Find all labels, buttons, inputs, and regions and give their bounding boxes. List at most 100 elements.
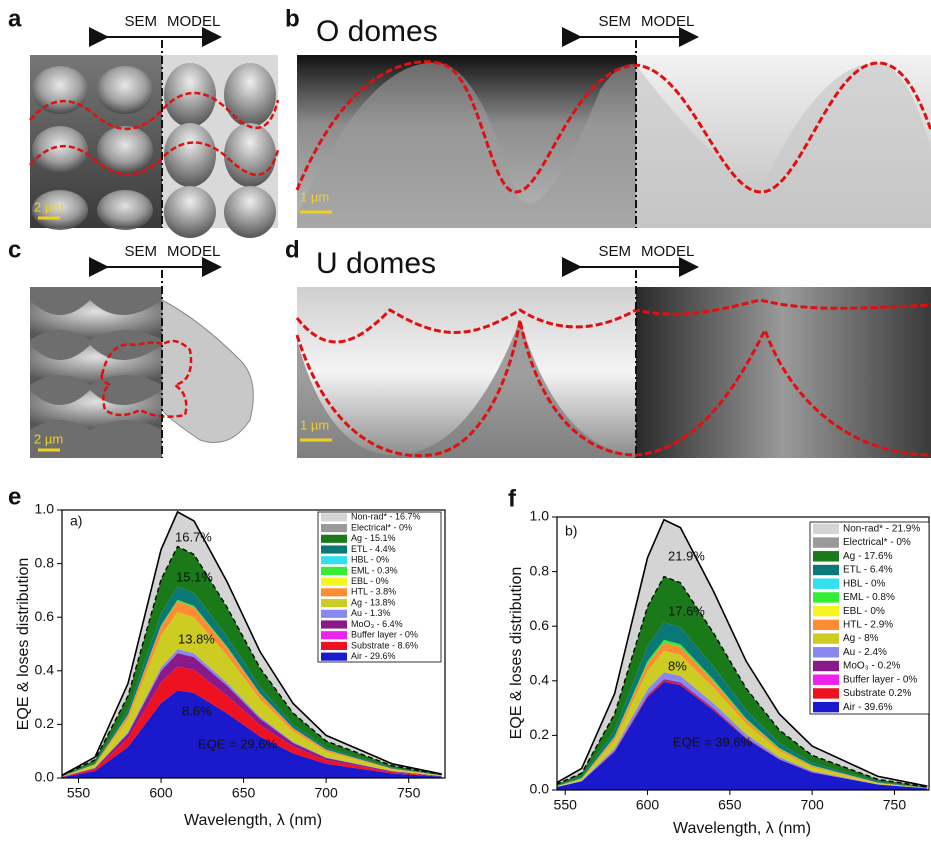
legend-swatch: [321, 631, 347, 639]
legend-label: ETL - 4.4%: [351, 544, 396, 554]
legend-label: Buffer layer - 0%: [843, 674, 917, 685]
legend-label: Au - 2.4%: [843, 647, 887, 658]
legend-label: Non-rad* - 16.7%: [351, 512, 421, 522]
legend-swatch: [321, 588, 347, 596]
legend-swatch: [321, 642, 347, 650]
axis-title: Wavelength, λ (nm): [673, 820, 811, 837]
legend-swatch: [813, 592, 839, 602]
model-label: MODEL: [167, 13, 220, 30]
x-tick-label: 650: [232, 785, 256, 801]
legend-swatch: [813, 633, 839, 643]
y-tick-label: 0.2: [530, 726, 550, 742]
y-tick-label: 0.4: [35, 662, 55, 678]
scale-label: 2 µm: [34, 199, 63, 214]
legend-swatch: [321, 610, 347, 618]
y-tick-label: 0.6: [530, 617, 550, 633]
legend-label: Au - 1.3%: [351, 608, 391, 618]
y-tick-label: 0.2: [35, 715, 55, 731]
y-tick-label: 0.4: [530, 672, 550, 688]
legend-label: Ag - 8%: [843, 633, 879, 644]
legend-swatch: [813, 647, 839, 657]
annotation: 13.8%: [178, 631, 215, 646]
panel-letter: c: [8, 236, 21, 263]
legend-label: MoO₃ - 0.2%: [843, 661, 901, 672]
panel-letter: e: [8, 483, 21, 510]
legend-swatch: [813, 524, 839, 534]
x-tick-label: 700: [800, 797, 824, 813]
sem-label: SEM: [124, 13, 157, 30]
scale-label: 1 µm: [300, 417, 329, 432]
x-tick-label: 550: [554, 797, 578, 813]
panel-a: a SEM MODEL 2 µm: [8, 5, 278, 238]
scale-label: 2 µm: [34, 431, 63, 446]
figure: a SEM MODEL 2 µm b O domes: [0, 0, 931, 841]
annotation: 17.6%: [668, 603, 705, 618]
legend-label: MoO₃ - 6.4%: [351, 619, 403, 629]
panel-b: b O domes SEM MODEL 1 µm: [285, 5, 931, 228]
legend-swatch: [321, 620, 347, 628]
legend-swatch: [321, 578, 347, 586]
legend-label: Buffer layer - 0%: [351, 630, 418, 640]
legend-label: EML - 0.3%: [351, 565, 398, 575]
model-label: MODEL: [167, 243, 220, 260]
y-tick-label: 0.8: [530, 562, 550, 578]
x-tick-label: 600: [149, 785, 173, 801]
legend-swatch: [321, 567, 347, 575]
legend-swatch: [813, 606, 839, 616]
panel-d: d U domes SEM MODEL 1 µm: [285, 236, 931, 458]
legend-swatch: [813, 702, 839, 712]
legend-swatch: [813, 565, 839, 575]
y-tick-label: 0.0: [530, 781, 550, 797]
y-tick-label: 1.0: [35, 501, 55, 517]
annotation: 8%: [668, 658, 687, 673]
panel-letter: d: [285, 236, 300, 263]
legend-label: Substrate - 8.6%: [351, 640, 418, 650]
annotation: EQE = 29.6%: [198, 736, 278, 751]
plot-label: b): [565, 523, 577, 539]
x-tick-label: 750: [397, 785, 421, 801]
annotation: 15.1%: [176, 569, 213, 584]
model-label: MODEL: [641, 243, 694, 260]
legend-label: Electrical* - 0%: [351, 522, 412, 532]
legend-label: EBL - 0%: [843, 606, 885, 617]
y-tick-label: 0.8: [35, 554, 55, 570]
legend-label: HBL - 0%: [843, 578, 886, 589]
legend-label: EML - 0.8%: [843, 592, 895, 603]
x-tick-label: 650: [718, 797, 742, 813]
annotation: 16.7%: [175, 529, 212, 544]
y-tick-label: 0.0: [35, 769, 55, 785]
x-tick-label: 700: [314, 785, 338, 801]
panel-letter: a: [8, 5, 22, 32]
model-label: MODEL: [641, 13, 694, 30]
x-tick-label: 550: [67, 785, 91, 801]
legend-swatch: [813, 579, 839, 589]
model-image: [636, 287, 931, 458]
plot-label: a): [70, 513, 82, 529]
annotation: 8.6%: [182, 703, 212, 718]
legend-label: EBL - 0%: [351, 576, 389, 586]
legend-swatch: [813, 688, 839, 698]
x-tick-label: 600: [636, 797, 660, 813]
annotation: EQE = 39.6%: [673, 734, 753, 749]
legend-label: HTL - 2.9%: [843, 619, 893, 630]
x-tick-label: 750: [883, 797, 907, 813]
sem-label: SEM: [124, 243, 157, 260]
legend-swatch: [813, 537, 839, 547]
legend-swatch: [321, 653, 347, 661]
legend-swatch: [813, 551, 839, 561]
legend-label: ETL - 6.4%: [843, 565, 893, 576]
legend-label: Air - 29.6%: [351, 651, 396, 661]
legend-label: Air - 39.6%: [843, 702, 893, 713]
y-tick-label: 1.0: [530, 508, 550, 524]
panel-title: O domes: [316, 15, 438, 48]
legend-label: HTL - 3.8%: [351, 587, 396, 597]
y-tick-label: 0.6: [35, 608, 55, 624]
panel-letter: f: [508, 485, 517, 512]
legend-swatch: [321, 535, 347, 543]
legend-label: Ag - 15.1%: [351, 533, 396, 543]
axis-title: Wavelength, λ (nm): [184, 812, 322, 829]
annotation: 21.9%: [668, 548, 705, 563]
panel-title: U domes: [316, 247, 436, 280]
